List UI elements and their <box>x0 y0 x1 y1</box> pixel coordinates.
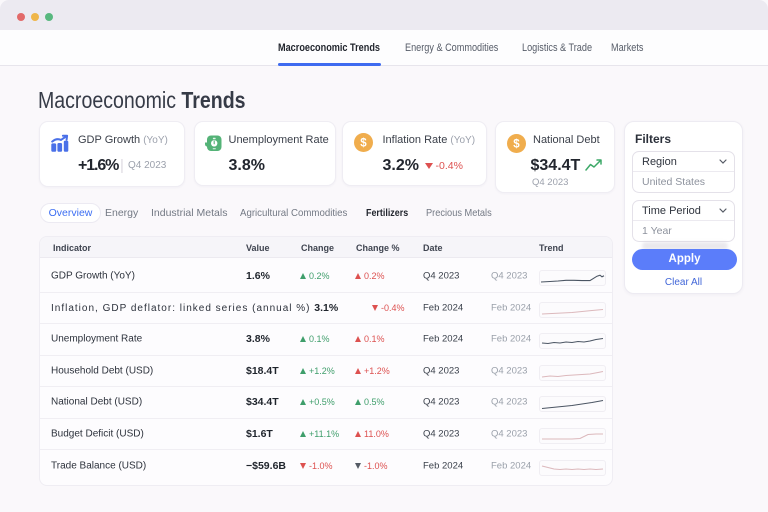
svg-text:$: $ <box>360 138 367 150</box>
svg-text:$: $ <box>513 139 520 151</box>
